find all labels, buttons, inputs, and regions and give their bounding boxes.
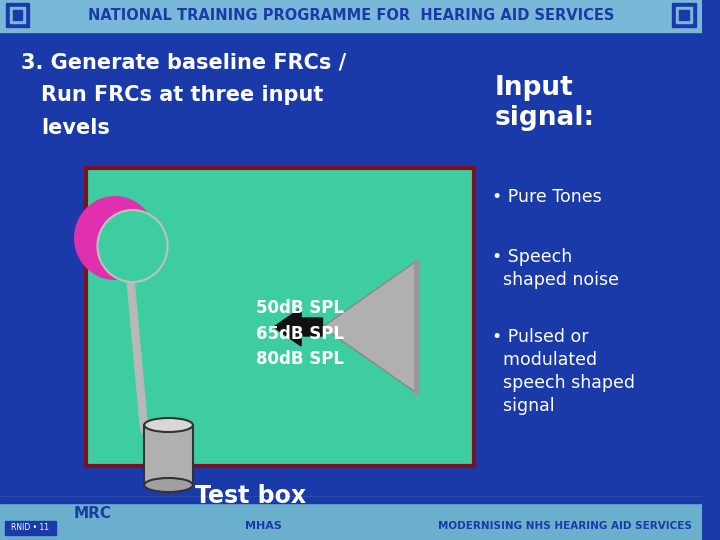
Circle shape: [97, 210, 168, 282]
Bar: [676, 7, 692, 23]
Polygon shape: [323, 262, 415, 392]
Text: levels: levels: [41, 118, 109, 138]
Text: 3. Generate baseline FRCs /: 3. Generate baseline FRCs /: [22, 52, 347, 72]
Bar: [0, 497, 701, 503]
Text: RNID • 11: RNID • 11: [12, 523, 49, 532]
Bar: [679, 10, 689, 20]
Text: MODERNISING NHS HEARING AID SERVICES: MODERNISING NHS HEARING AID SERVICES: [438, 521, 692, 531]
Text: Run FRCs at three input: Run FRCs at three input: [41, 85, 323, 105]
Text: MRC: MRC: [73, 507, 112, 522]
FancyArrow shape: [274, 308, 323, 346]
Bar: [0, 497, 701, 540]
Circle shape: [74, 196, 156, 280]
Text: Test box: Test box: [195, 484, 306, 508]
Ellipse shape: [144, 418, 193, 432]
Bar: [86, 168, 474, 466]
Text: • Pulsed or
  modulated
  speech shaped
  signal: • Pulsed or modulated speech shaped sign…: [492, 328, 635, 415]
Bar: [672, 3, 696, 27]
Text: 50dB SPL
65dB SPL
80dB SPL: 50dB SPL 65dB SPL 80dB SPL: [256, 299, 344, 368]
Bar: [6, 3, 30, 27]
Text: • Pure Tones: • Pure Tones: [492, 188, 602, 206]
Text: MHAS: MHAS: [245, 521, 282, 531]
Bar: [10, 7, 25, 23]
Text: Input
signal:: Input signal:: [495, 75, 595, 131]
Bar: [5, 521, 55, 535]
Ellipse shape: [144, 478, 193, 492]
Bar: [13, 10, 22, 20]
Text: NATIONAL TRAINING PROGRAMME FOR  HEARING AID SERVICES: NATIONAL TRAINING PROGRAMME FOR HEARING …: [88, 9, 614, 24]
Bar: [144, 425, 193, 485]
Bar: [0, 0, 701, 32]
Text: • Speech
  shaped noise: • Speech shaped noise: [492, 248, 619, 289]
